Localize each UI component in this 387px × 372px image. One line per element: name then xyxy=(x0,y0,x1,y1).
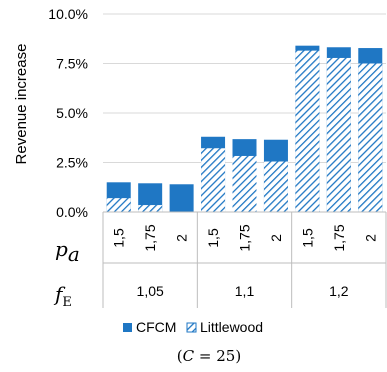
group-label: 1,2 xyxy=(329,283,349,299)
bar-littlewood xyxy=(358,63,383,212)
x-tick-label: 1,5 xyxy=(205,228,221,248)
y-tick-label: 10.0% xyxy=(48,6,88,22)
legend-swatch-cfcm xyxy=(123,323,132,332)
footnote: (C = 25) xyxy=(177,347,241,365)
bar-littlewood xyxy=(106,198,131,212)
bar-littlewood xyxy=(326,57,351,213)
group-label: 1,05 xyxy=(137,283,164,299)
row-label-fe: fE xyxy=(53,282,72,310)
x-tick-label: 2 xyxy=(268,234,284,242)
bar-littlewood xyxy=(263,161,288,212)
bar-littlewood xyxy=(232,155,257,212)
legend-label-littlewood: Littlewood xyxy=(200,319,263,335)
bar-cfcm xyxy=(169,184,194,212)
axis-separators xyxy=(102,212,387,308)
category-labels: 1,5 1,75 2 1,5 1,75 2 1,5 1,75 2 xyxy=(111,224,379,251)
legend-swatch-littlewood xyxy=(186,322,197,333)
group-label: 1,1 xyxy=(235,283,255,299)
y-tick-label: 2.5% xyxy=(56,155,88,171)
row-label-pa: pa xyxy=(55,237,80,266)
x-tick-label: 1,75 xyxy=(142,224,158,251)
x-tick-label: 2 xyxy=(362,234,378,242)
group-labels: 1,05 1,1 1,2 xyxy=(137,283,349,299)
x-tick-label: 1,75 xyxy=(331,224,347,251)
x-tick-label: 1,5 xyxy=(111,228,127,248)
y-tick-labels: 0.0% 2.5% 5.0% 7.5% 10.0% xyxy=(48,6,88,220)
y-tick-label: 5.0% xyxy=(56,105,88,121)
x-tick-label: 1,75 xyxy=(237,224,253,251)
y-axis-label: Revenue increase xyxy=(13,44,30,165)
bar-littlewood xyxy=(295,50,320,212)
bars xyxy=(106,45,383,213)
legend-label-cfcm: CFCM xyxy=(136,319,176,335)
bar-littlewood xyxy=(201,148,226,212)
x-tick-label: 2 xyxy=(174,234,190,242)
legend: CFCM Littlewood xyxy=(123,319,263,335)
y-tick-label: 0.0% xyxy=(56,204,88,220)
x-tick-label: 1,5 xyxy=(299,228,315,248)
y-tick-label: 7.5% xyxy=(56,56,88,72)
bar-littlewood xyxy=(138,205,163,212)
